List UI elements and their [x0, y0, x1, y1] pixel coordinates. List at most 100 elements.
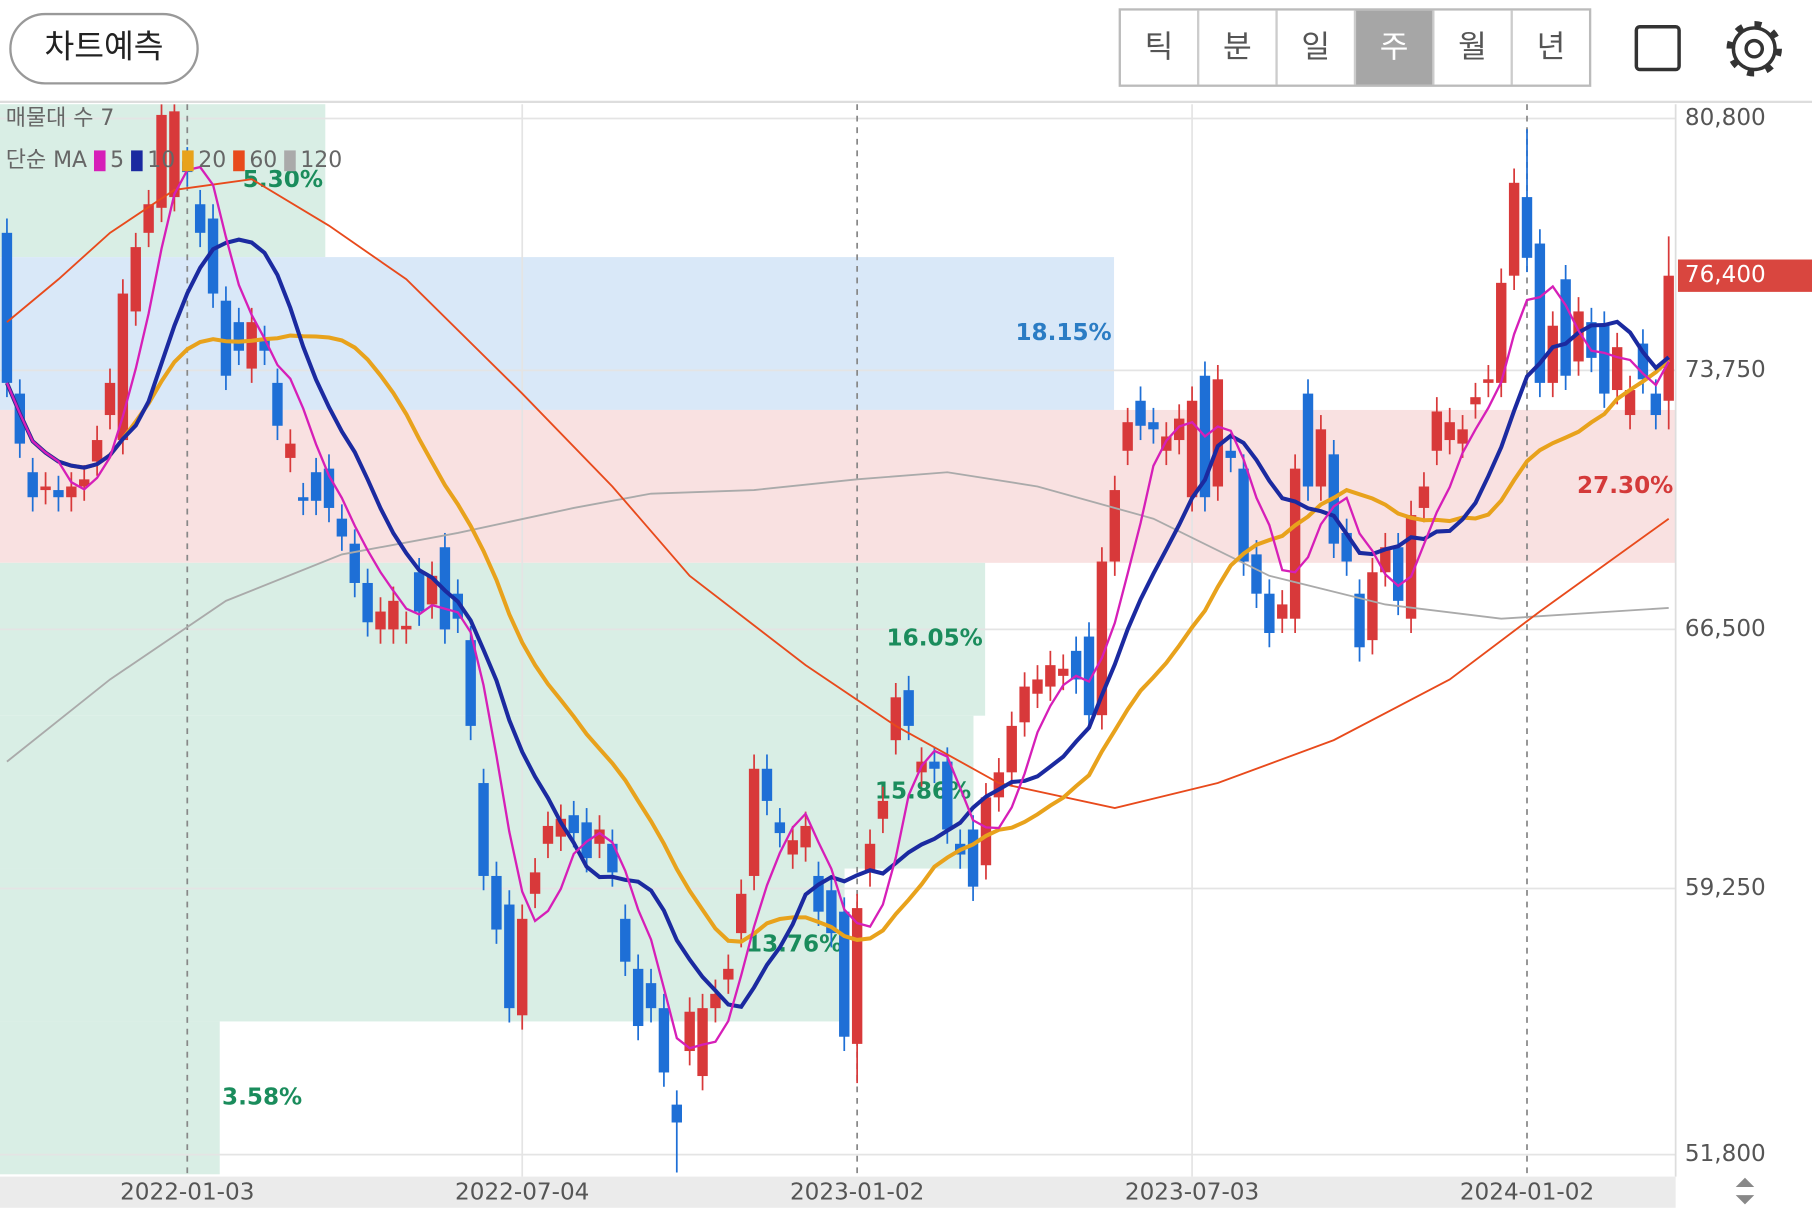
scroll-up-arrow[interactable]	[1735, 1177, 1755, 1188]
period-button[interactable]: 년	[1537, 30, 1566, 66]
candle-body	[710, 993, 721, 1009]
candle-body	[1070, 650, 1082, 680]
x-tick-label: 2023-01-02	[790, 1179, 924, 1205]
candle-body	[1264, 593, 1275, 633]
predict-button-frame[interactable]	[9, 12, 199, 85]
candle-body	[1161, 436, 1172, 451]
candle-body	[143, 204, 154, 233]
ma-legend-swatch	[182, 150, 194, 172]
gear-teeth[interactable]	[1726, 20, 1782, 77]
candle-body	[1135, 400, 1146, 426]
candle-body	[517, 918, 528, 1016]
candle-body	[1508, 182, 1520, 276]
ma-legend-swatch	[233, 150, 245, 172]
volume-profile-band	[0, 257, 1115, 410]
candle-body	[220, 300, 232, 376]
predict-button-label[interactable]: 차트예측	[44, 28, 163, 66]
ma-legend-period: 120	[300, 148, 342, 173]
period-button[interactable]: 분	[1223, 30, 1252, 66]
candle-body	[826, 890, 837, 934]
candle-body	[53, 490, 64, 498]
candle-body	[349, 543, 360, 583]
fullscreen-icon[interactable]	[1634, 25, 1681, 72]
candle-body	[1032, 679, 1043, 694]
period-button[interactable]: 일	[1301, 30, 1330, 66]
gear-ring[interactable]	[1731, 26, 1777, 72]
y-tick-label: 73,750	[1685, 357, 1766, 383]
predict-button[interactable]: 차트예측	[9, 12, 199, 85]
candle-body	[1457, 429, 1468, 444]
candle-body	[233, 322, 245, 351]
candle-body	[375, 611, 386, 630]
candle-body	[310, 472, 322, 501]
ma-legend-label: 단순 MA	[6, 148, 87, 173]
candle-body	[336, 518, 348, 537]
candle-body	[465, 640, 476, 726]
candle-body	[1380, 547, 1391, 573]
ma-legend-period: 10	[147, 148, 175, 173]
candle-body	[1251, 554, 1262, 594]
period-selected[interactable]	[1354, 10, 1434, 85]
candle-body	[1277, 604, 1288, 619]
candle-body	[1212, 379, 1224, 487]
ma-legend-swatch	[131, 150, 143, 172]
moving-average-line	[5, 165, 1670, 1050]
volume-profile-label: 13.76%	[746, 931, 842, 957]
candle-body	[66, 486, 77, 498]
candle-body	[401, 625, 412, 630]
candle-body	[1444, 422, 1455, 441]
candle-body	[79, 479, 90, 487]
candle-body	[736, 893, 747, 934]
candle-body	[1238, 468, 1249, 562]
y-tick-label: 66,500	[1685, 616, 1766, 642]
volume-profile-band	[0, 1021, 220, 1175]
candle-body	[645, 983, 657, 1009]
candle-body	[1083, 636, 1095, 716]
candle-body	[14, 393, 26, 444]
candle-body	[426, 575, 438, 605]
chart: 51,800 59,250 66,500 73,750 80,800 5.30% 18.15…	[0, 104, 1812, 1177]
period-button[interactable]: 주	[1380, 30, 1409, 66]
candle-body	[890, 697, 901, 741]
scroll-down-arrow[interactable]	[1735, 1195, 1755, 1205]
x-tick-label: 2024-01-02	[1460, 1179, 1594, 1205]
candle-body	[942, 761, 953, 830]
candle-body	[1, 232, 13, 383]
candle-body	[542, 825, 554, 844]
candle-body	[1431, 411, 1443, 451]
volume-profile-label: 16.05%	[887, 626, 983, 652]
profile-count: 7	[100, 106, 114, 131]
gear-hub[interactable]	[1744, 38, 1765, 59]
period-button[interactable]: 월	[1458, 30, 1487, 66]
volume-profile-band	[0, 868, 845, 1022]
x-axis: 2022-01-03 2022-07-04 2023-01-02 2023-07-03…	[120, 1179, 1594, 1205]
candle-body	[800, 825, 811, 848]
volume-profile-label: 15.86%	[875, 779, 971, 805]
candle-body	[1341, 532, 1352, 562]
moving-average-line	[6, 178, 1670, 810]
candle-body	[1483, 379, 1494, 383]
candle-body	[1006, 725, 1017, 773]
candle-body	[285, 443, 296, 458]
ma-legend-period: 20	[198, 148, 226, 173]
candle-body	[1547, 325, 1558, 383]
candle-body	[839, 911, 850, 1037]
candle-body	[877, 800, 889, 819]
volume-profile-band	[0, 562, 986, 716]
ma-legend-swatch	[284, 150, 296, 172]
current-price-tag	[1677, 259, 1812, 292]
candle-body	[1573, 311, 1584, 362]
candle-body	[1637, 343, 1649, 380]
candle-body	[632, 968, 644, 1027]
candle-body	[27, 472, 38, 498]
candle-body	[1122, 422, 1133, 451]
period-button[interactable]: 틱	[1145, 30, 1174, 66]
moving-average-line	[6, 471, 1669, 763]
candle-body	[813, 875, 824, 912]
candle-body	[246, 322, 257, 369]
candle-body	[594, 829, 605, 844]
settings-icon[interactable]	[1726, 20, 1782, 77]
